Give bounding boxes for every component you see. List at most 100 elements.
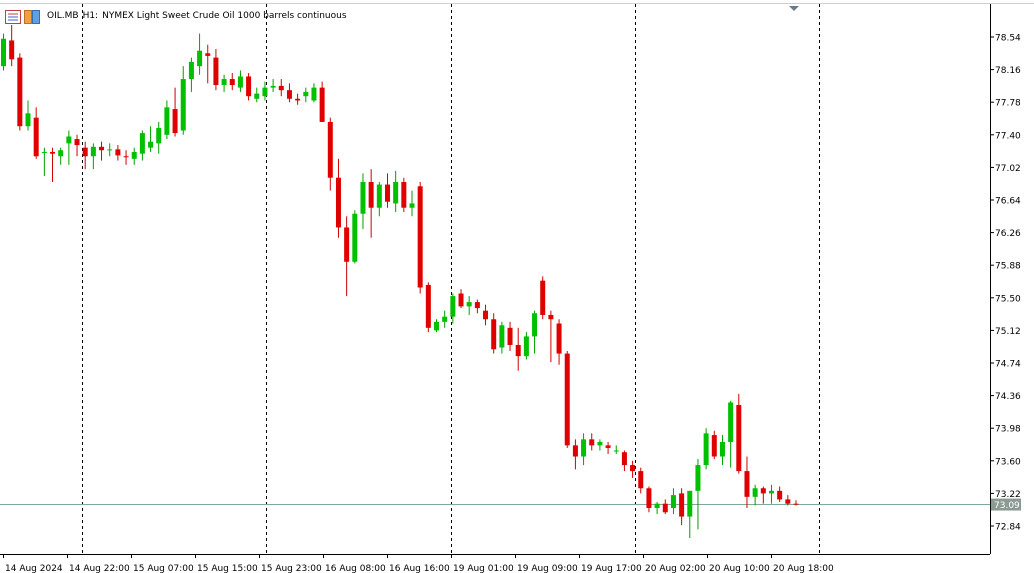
candle-body bbox=[311, 87, 317, 101]
time-tick-label: 19 Aug 17:00 bbox=[581, 564, 642, 573]
candle bbox=[695, 459, 701, 530]
candle bbox=[679, 488, 685, 526]
candle bbox=[621, 450, 627, 472]
candle bbox=[180, 66, 186, 135]
price-tick-label: 77.02 bbox=[995, 164, 1021, 174]
time-axis: 14 Aug 2024 14 Aug 22:00 15 Aug 07:00 15 Au… bbox=[3, 554, 834, 573]
candles bbox=[1, 24, 799, 539]
candle bbox=[703, 428, 709, 470]
chart-menu-icon[interactable] bbox=[5, 9, 21, 24]
candle bbox=[270, 79, 276, 92]
candle bbox=[360, 173, 366, 230]
candle bbox=[466, 296, 472, 315]
time-tick-label: 20 Aug 02:00 bbox=[645, 564, 706, 573]
candle bbox=[760, 486, 766, 504]
candle bbox=[205, 44, 211, 84]
candle-body bbox=[548, 314, 554, 320]
candle-body bbox=[286, 90, 292, 99]
price-tick-label: 75.50 bbox=[995, 294, 1021, 304]
candle-body bbox=[254, 93, 260, 99]
candle-body bbox=[605, 445, 611, 448]
candle-body bbox=[564, 353, 570, 446]
candle-body bbox=[523, 336, 529, 357]
candle bbox=[736, 393, 742, 474]
one-click-trading-icon[interactable] bbox=[24, 9, 40, 24]
candle bbox=[548, 310, 554, 363]
candle-body bbox=[597, 441, 603, 446]
candle-body bbox=[376, 184, 382, 208]
candle-body bbox=[507, 327, 513, 345]
candle-body bbox=[139, 133, 145, 154]
candle bbox=[581, 433, 587, 466]
candle bbox=[613, 445, 619, 454]
candle-body bbox=[777, 490, 783, 500]
candle-body bbox=[638, 471, 644, 489]
candle-body bbox=[368, 181, 374, 208]
candle bbox=[638, 467, 644, 494]
candle bbox=[384, 173, 390, 208]
candle-body bbox=[572, 445, 578, 457]
candle bbox=[311, 83, 317, 103]
candle bbox=[417, 181, 423, 294]
price-tick-label: 76.64 bbox=[995, 197, 1021, 207]
candle bbox=[148, 126, 154, 152]
candle-body bbox=[417, 186, 423, 288]
candle bbox=[777, 486, 783, 502]
candle bbox=[327, 117, 333, 191]
candle bbox=[728, 400, 734, 468]
candle bbox=[793, 500, 799, 506]
price-tick-label: 73.98 bbox=[995, 425, 1021, 435]
candle bbox=[262, 81, 268, 101]
candle-body bbox=[41, 151, 47, 153]
candle-body bbox=[466, 302, 472, 307]
candle bbox=[630, 460, 636, 478]
time-tick-label: 16 Aug 16:00 bbox=[389, 564, 450, 573]
time-tick-label: 20 Aug 18:00 bbox=[773, 564, 834, 573]
candle bbox=[589, 433, 595, 451]
candle-body bbox=[172, 109, 178, 134]
candle-body bbox=[768, 490, 774, 494]
candle-body bbox=[90, 146, 96, 157]
chart-title: OIL.MB H1: NYMEX Light Sweet Crude Oil 100… bbox=[47, 11, 351, 21]
candle-body bbox=[752, 488, 758, 497]
candle-body bbox=[474, 302, 480, 309]
candle-body bbox=[197, 50, 203, 67]
symbol-description: NYMEX Light Sweet Crude Oil 1000 barrels… bbox=[102, 11, 347, 21]
candle bbox=[401, 177, 407, 213]
candle-body bbox=[99, 146, 105, 151]
price-tick-label: 77.40 bbox=[995, 131, 1021, 141]
candle bbox=[237, 70, 243, 92]
candle bbox=[82, 141, 88, 170]
candle bbox=[295, 93, 301, 105]
candle bbox=[286, 83, 292, 103]
candle bbox=[785, 495, 791, 506]
candle-body bbox=[744, 471, 750, 497]
price-tick-label: 75.88 bbox=[995, 262, 1021, 272]
candle-body bbox=[540, 280, 546, 315]
candle bbox=[597, 439, 603, 451]
candle bbox=[107, 143, 113, 157]
candle-body bbox=[711, 435, 717, 457]
candle bbox=[711, 430, 717, 460]
candle bbox=[303, 87, 309, 103]
candle-body bbox=[156, 127, 162, 144]
candle-body bbox=[295, 98, 301, 101]
candle-body bbox=[17, 57, 23, 127]
candle bbox=[335, 158, 341, 238]
time-tick-label: 14 Aug 22:00 bbox=[69, 564, 130, 573]
candle bbox=[687, 490, 693, 539]
candle-body bbox=[703, 433, 709, 466]
candle bbox=[670, 488, 676, 514]
candle bbox=[188, 57, 194, 92]
candle-body bbox=[589, 439, 595, 446]
chart-shift-marker-icon[interactable] bbox=[789, 6, 799, 11]
candle-body bbox=[262, 87, 268, 97]
candle bbox=[9, 24, 15, 67]
candle-body bbox=[581, 439, 587, 457]
candle bbox=[172, 87, 178, 137]
candle bbox=[352, 210, 358, 264]
price-tick-label: 73.60 bbox=[995, 457, 1021, 467]
candle-body bbox=[107, 149, 113, 151]
time-tick-label: 20 Aug 10:00 bbox=[709, 564, 770, 573]
